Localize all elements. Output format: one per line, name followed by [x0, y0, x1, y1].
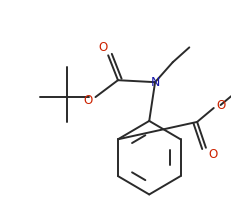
Text: N: N — [150, 76, 160, 89]
Text: O: O — [83, 94, 92, 107]
Text: O: O — [216, 99, 225, 111]
Text: O: O — [208, 148, 217, 161]
Text: O: O — [99, 41, 108, 54]
